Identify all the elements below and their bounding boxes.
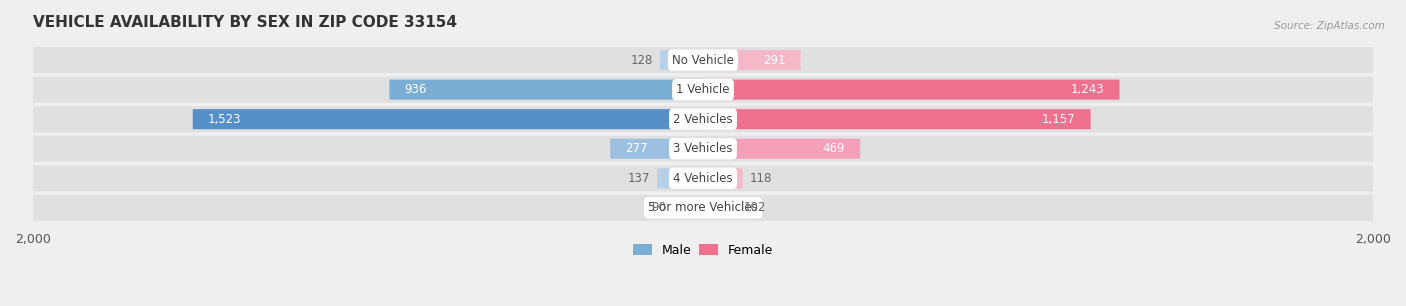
Text: Source: ZipAtlas.com: Source: ZipAtlas.com (1274, 21, 1385, 32)
FancyBboxPatch shape (389, 80, 703, 100)
Text: 5 or more Vehicles: 5 or more Vehicles (648, 201, 758, 214)
FancyBboxPatch shape (32, 136, 1374, 162)
Text: 90: 90 (651, 201, 666, 214)
FancyBboxPatch shape (703, 109, 1091, 129)
Text: 277: 277 (626, 142, 648, 155)
FancyBboxPatch shape (193, 109, 703, 129)
Legend: Male, Female: Male, Female (628, 239, 778, 262)
FancyBboxPatch shape (32, 47, 1374, 73)
Text: VEHICLE AVAILABILITY BY SEX IN ZIP CODE 33154: VEHICLE AVAILABILITY BY SEX IN ZIP CODE … (32, 15, 457, 30)
Text: 102: 102 (744, 201, 766, 214)
FancyBboxPatch shape (703, 198, 737, 218)
FancyBboxPatch shape (659, 50, 703, 70)
Text: 469: 469 (823, 142, 845, 155)
FancyBboxPatch shape (703, 168, 742, 188)
Text: 2 Vehicles: 2 Vehicles (673, 113, 733, 126)
Text: 936: 936 (405, 83, 427, 96)
FancyBboxPatch shape (32, 165, 1374, 191)
Text: 118: 118 (749, 172, 772, 185)
Text: 1,157: 1,157 (1042, 113, 1076, 126)
FancyBboxPatch shape (32, 106, 1374, 132)
FancyBboxPatch shape (673, 198, 703, 218)
FancyBboxPatch shape (703, 139, 860, 159)
FancyBboxPatch shape (32, 195, 1374, 221)
FancyBboxPatch shape (32, 76, 1374, 103)
FancyBboxPatch shape (703, 50, 800, 70)
Text: 128: 128 (631, 54, 654, 67)
FancyBboxPatch shape (703, 80, 1119, 100)
Text: 4 Vehicles: 4 Vehicles (673, 172, 733, 185)
Text: 1,243: 1,243 (1071, 83, 1104, 96)
Text: 1 Vehicle: 1 Vehicle (676, 83, 730, 96)
Text: 137: 137 (628, 172, 651, 185)
Text: 291: 291 (763, 54, 786, 67)
Text: No Vehicle: No Vehicle (672, 54, 734, 67)
FancyBboxPatch shape (610, 139, 703, 159)
FancyBboxPatch shape (657, 168, 703, 188)
Text: 3 Vehicles: 3 Vehicles (673, 142, 733, 155)
Text: 1,523: 1,523 (208, 113, 242, 126)
